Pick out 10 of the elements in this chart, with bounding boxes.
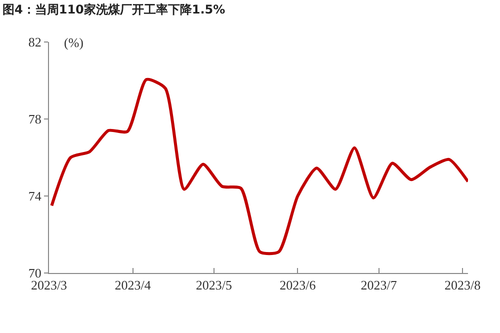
x-tick-label: 2023/8	[444, 278, 481, 293]
x-tick-label: 2023/5	[196, 278, 232, 293]
y-tick-label: 82	[28, 34, 42, 50]
x-tick-label: 2023/6	[280, 278, 316, 293]
x-tick-label: 2023/4	[114, 278, 152, 293]
y-tick-label: 74	[28, 188, 42, 204]
x-tick-label: 2023/7	[360, 278, 398, 293]
y-axis-title: (%)	[64, 35, 84, 50]
y-tick-label: 78	[28, 112, 42, 127]
chart-title: 图4：当周110家洗煤厂开工率下降1.5%	[2, 2, 226, 16]
